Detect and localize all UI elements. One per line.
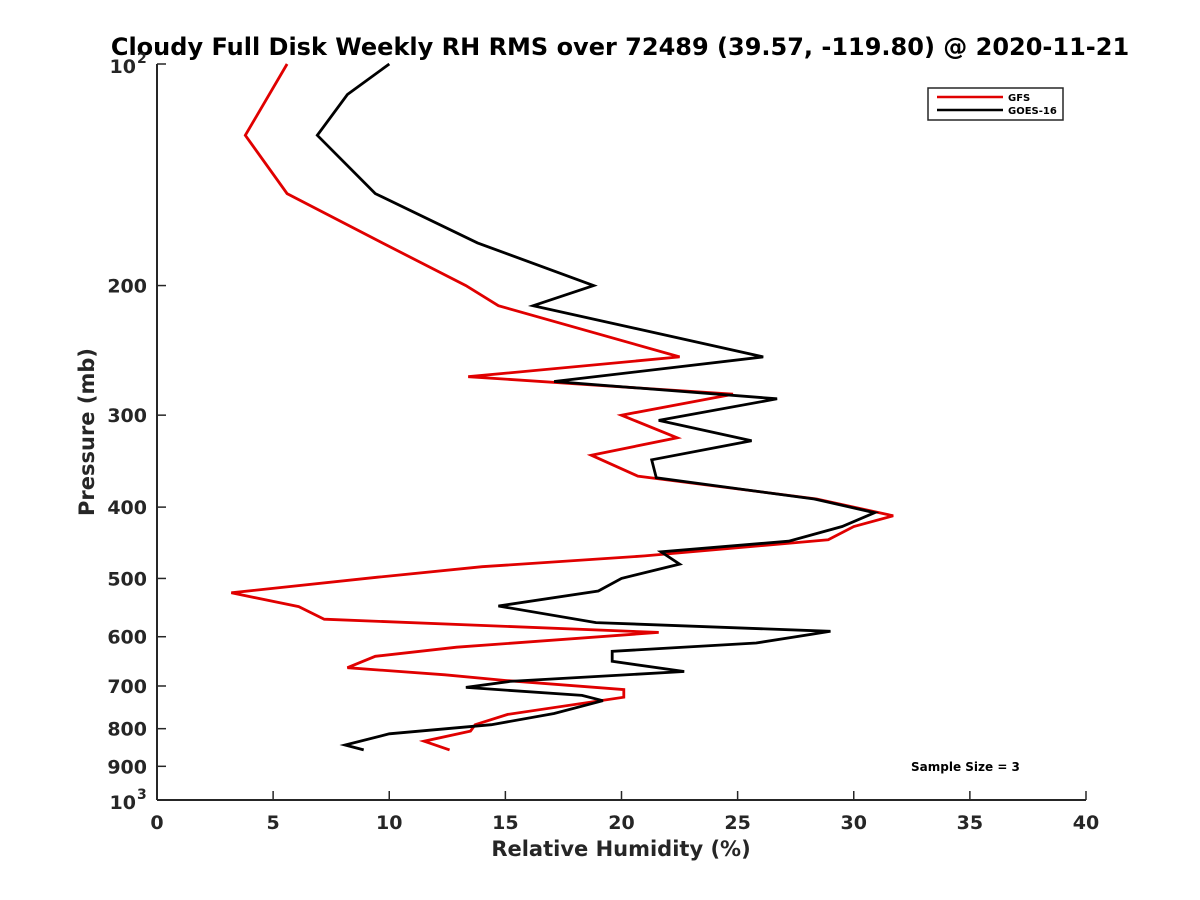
x-tick-label: 35 [957,812,983,834]
sample-size-annotation: Sample Size = 3 [911,760,1020,774]
y-tick-label: 700 [107,676,147,698]
x-tick-label: 15 [492,812,518,834]
x-tick-label: 30 [841,812,867,834]
series-line-gfs [231,63,894,752]
x-axis-label: Relative Humidity (%) [491,837,750,861]
y-tick-label: 500 [107,568,147,590]
y-axis-label: Pressure (mb) [75,348,99,516]
x-tick-label: 40 [1073,812,1099,834]
x-tick-label: 0 [150,812,163,834]
y-tick-label: 10 [110,792,136,814]
x-tick-label: 10 [376,812,402,834]
chart-title: Cloudy Full Disk Weekly RH RMS over 7248… [111,33,1129,61]
y-tick-label: 800 [107,719,147,741]
y-tick-label: 200 [107,276,147,298]
legend-label-gfs: GFS [1008,93,1030,104]
legend-box [927,87,1064,121]
y-tick-label: 600 [107,627,147,649]
x-tick-label: 5 [267,812,280,834]
x-tick-label: 25 [724,812,750,834]
y-tick-label: 10 [110,56,136,78]
legend-label-goes-16: GOES-16 [1008,106,1057,117]
legend: GFS GOES-16 [927,87,1064,121]
x-axis-ticks: 0 5 10 15 20 25 30 35 40 [150,791,1099,834]
y-tick-label: 900 [107,756,147,778]
y-tick-exponent: 3 [137,787,147,803]
x-tick-label: 20 [608,812,634,834]
y-tick-label: 300 [107,405,147,427]
series-line-goes-16 [315,62,880,752]
y-tick-exponent: 2 [137,51,147,67]
series-layer [231,62,894,752]
y-tick-label: 400 [107,497,147,519]
